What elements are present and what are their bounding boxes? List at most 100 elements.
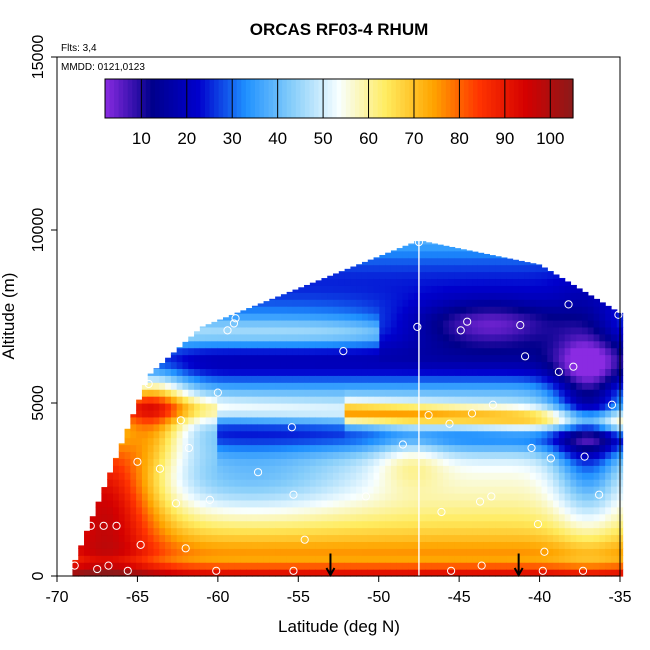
field-cell — [500, 472, 508, 480]
field-cell — [593, 396, 601, 404]
field-cell — [350, 313, 357, 321]
field-cell — [240, 361, 247, 369]
field-cell — [240, 548, 247, 556]
field-cell — [304, 486, 311, 494]
field-cell — [610, 313, 618, 321]
field-cell — [610, 403, 618, 411]
field-cell — [194, 492, 201, 501]
colorbar-cell — [145, 79, 152, 118]
field-cell — [147, 389, 155, 397]
field-cell — [304, 534, 311, 542]
field-cell — [524, 527, 531, 536]
field-cell — [460, 313, 467, 321]
field-cell — [188, 368, 195, 376]
field-cell — [448, 506, 456, 515]
field-cell — [234, 423, 241, 432]
field-cell — [431, 326, 438, 335]
field-cell — [101, 499, 108, 508]
field-cell — [558, 548, 566, 556]
field-cell — [390, 306, 398, 314]
field-cell — [605, 347, 612, 356]
field-cell — [211, 555, 218, 563]
field-cell — [280, 361, 288, 369]
field-cell — [240, 506, 247, 515]
field-cell — [95, 527, 102, 536]
field-cell — [309, 354, 317, 363]
field-cell — [333, 437, 340, 446]
field-cell — [350, 555, 357, 563]
field-cell — [443, 271, 450, 280]
field-cell — [251, 499, 259, 508]
field-cell — [385, 292, 392, 300]
field-cell — [414, 506, 421, 515]
field-cell — [292, 292, 299, 300]
field-cell — [112, 548, 120, 556]
field-cell — [251, 520, 259, 529]
field-cell — [605, 458, 612, 466]
field-cell — [495, 520, 502, 529]
field-cell — [107, 472, 114, 480]
field-cell — [350, 292, 357, 300]
field-cell — [153, 430, 160, 439]
field-cell — [367, 306, 375, 314]
field-cell — [593, 319, 601, 328]
field-cell — [419, 361, 427, 369]
field-cell — [373, 340, 380, 349]
field-cell — [269, 319, 276, 328]
field-cell — [431, 499, 438, 508]
field-cell — [234, 416, 241, 425]
field-cell — [130, 486, 137, 494]
field-cell — [309, 534, 317, 542]
field-cell — [205, 333, 213, 342]
field-cell — [234, 361, 241, 369]
field-cell — [500, 527, 508, 536]
field-cell — [217, 562, 224, 570]
field-cell — [564, 499, 572, 508]
field-cell — [223, 333, 230, 342]
field-cell — [419, 555, 427, 563]
colorbar-cell — [186, 79, 192, 118]
field-cell — [321, 458, 328, 466]
field-cell — [385, 437, 392, 446]
field-cell — [275, 306, 282, 314]
field-cell — [223, 569, 230, 577]
field-cell — [338, 472, 346, 480]
field-cell — [309, 416, 317, 425]
field-cell — [361, 458, 369, 466]
field-cell — [344, 319, 352, 328]
field-cell — [535, 492, 543, 501]
dropsonde-point — [477, 561, 486, 570]
field-cell — [275, 368, 282, 376]
colorbar-cell — [468, 79, 474, 118]
field-cell — [437, 534, 444, 542]
field-cell — [524, 562, 531, 570]
field-cell — [315, 375, 323, 383]
field-cell — [112, 541, 120, 549]
field-cell — [141, 534, 149, 542]
field-cell — [356, 472, 363, 480]
field-cell — [472, 389, 479, 397]
field-cell — [188, 534, 195, 542]
field-cell — [593, 333, 601, 342]
field-cell — [112, 486, 120, 494]
field-cell — [425, 375, 433, 383]
field-cell — [547, 271, 554, 280]
field-cell — [483, 569, 490, 577]
field-cell — [321, 472, 328, 480]
field-cell — [72, 569, 79, 577]
field-cell — [460, 465, 467, 473]
field-cell — [182, 458, 189, 466]
field-cell — [321, 541, 328, 549]
field-cell — [524, 492, 531, 501]
field-cell — [309, 409, 317, 418]
field-cell — [512, 375, 519, 383]
field-cell — [512, 451, 519, 459]
field-cell — [570, 340, 577, 349]
field-cell — [385, 430, 392, 439]
colorbar-cell — [136, 79, 142, 118]
field-cell — [466, 548, 473, 556]
field-cell — [356, 299, 363, 307]
field-cell — [553, 486, 560, 494]
field-cell — [367, 347, 375, 356]
field-cell — [610, 382, 618, 390]
